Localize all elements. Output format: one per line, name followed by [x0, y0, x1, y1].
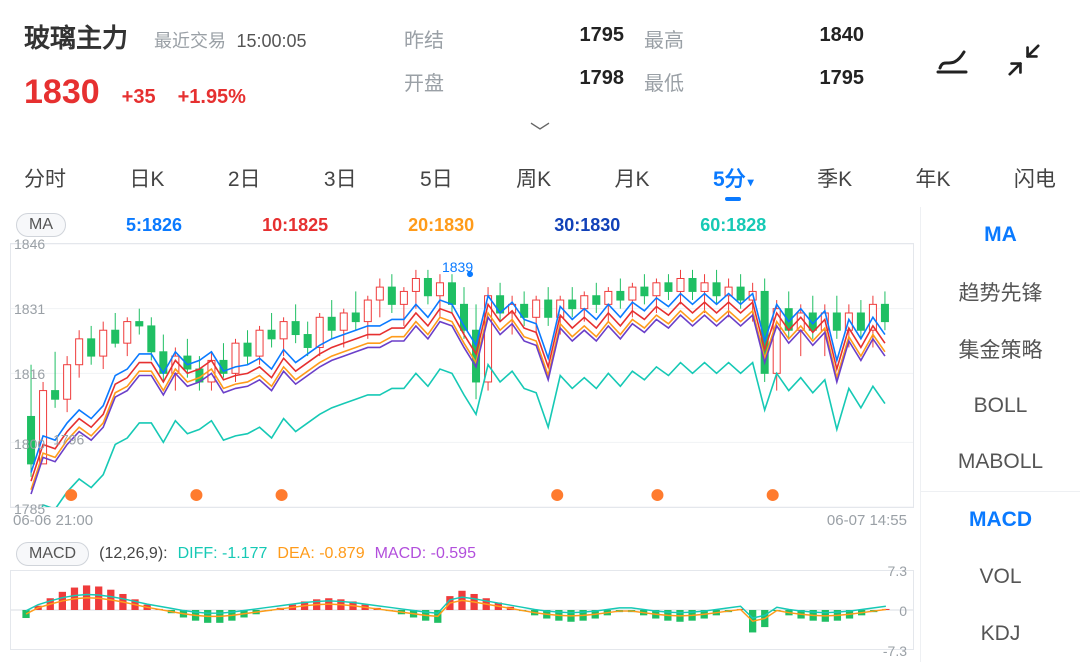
- ma-pill[interactable]: MA: [16, 213, 66, 237]
- low-label: 最低: [644, 67, 714, 96]
- tab-分时[interactable]: 分时: [24, 163, 66, 199]
- indicator-VOL[interactable]: VOL: [920, 549, 1080, 606]
- ma-legend-item: 10:1825: [262, 215, 328, 236]
- ma-legend-item: 30:1830: [554, 215, 620, 236]
- indicator-MABOLL[interactable]: MABOLL: [920, 434, 1080, 491]
- open-label: 开盘: [404, 67, 474, 96]
- macd-params: (12,26,9):: [99, 545, 167, 563]
- y-axis-label: 1831: [14, 301, 45, 317]
- macd-macd: MACD: -0.595: [375, 545, 476, 563]
- tab-季K[interactable]: 季K: [817, 163, 852, 199]
- collapse-icon[interactable]: [1006, 42, 1042, 78]
- macd-y-label: 0: [899, 603, 907, 619]
- macd-dea: DEA: -0.879: [277, 545, 364, 563]
- ma-legend-item: 5:1826: [126, 215, 182, 236]
- header: 玻璃主力 最近交易 15:00:05 1830 +35 +1.95% 昨结 17…: [0, 0, 1080, 120]
- tab-闪电[interactable]: 闪电: [1014, 163, 1056, 199]
- macd-diff: DIFF: -1.177: [178, 545, 268, 563]
- indicator-集金策略[interactable]: 集金策略: [920, 321, 1080, 378]
- prev-close-label: 昨结: [404, 24, 474, 53]
- tab-日K[interactable]: 日K: [129, 163, 164, 199]
- low-value: 1795: [734, 67, 864, 96]
- macd-y-label: -7.3: [883, 643, 907, 659]
- price-change-pct: +1.95%: [178, 86, 246, 109]
- chart-column: MA 5:1826 10:1825 20:1830 30:1830 60:1828 18…: [10, 207, 920, 662]
- last-trade-time: 15:00:05: [236, 31, 306, 51]
- macd-legend: MACD (12,26,9): DIFF: -1.177 DEA: -0.879…: [10, 534, 920, 570]
- high-label: 最高: [644, 24, 714, 53]
- last-trade-label: 最近交易: [154, 31, 226, 51]
- x-axis-end: 06-07 14:55: [827, 512, 907, 529]
- indicator-趋势先锋[interactable]: 趋势先锋: [920, 264, 1080, 321]
- macd-y-label: 7.3: [888, 563, 907, 579]
- macd-pill[interactable]: MACD: [16, 542, 89, 566]
- indicator-KDJ[interactable]: KDJ: [920, 605, 1080, 662]
- high-value: 1840: [734, 24, 864, 53]
- indicator-MA[interactable]: MA: [920, 207, 1080, 264]
- ma-legend: MA 5:1826 10:1825 20:1830 30:1830 60:1828: [10, 207, 920, 243]
- tab-2日[interactable]: 2日: [228, 163, 261, 199]
- tab-月K[interactable]: 月K: [615, 163, 650, 199]
- tab-年K[interactable]: 年K: [916, 163, 951, 199]
- indicator-BOLL[interactable]: BOLL: [920, 377, 1080, 434]
- y-axis-label: 1816: [14, 366, 45, 382]
- draw-icon[interactable]: [934, 42, 970, 78]
- x-axis-start: 06-06 21:00: [13, 512, 93, 529]
- instrument-title: 玻璃主力: [24, 18, 128, 55]
- ohlc-grid: 昨结 1795 最高 1840 开盘 1798 最低 1795: [404, 24, 864, 96]
- svg-text:1839: 1839: [442, 259, 473, 275]
- indicator-sidebar: MA趋势先锋集金策略BOLLMABOLLMACDVOLKDJ: [920, 207, 1080, 662]
- prev-close-value: 1795: [494, 24, 624, 53]
- y-axis-label: 1800: [14, 436, 45, 452]
- expand-caret-icon[interactable]: ﹀: [0, 116, 1080, 145]
- timeframe-tabs: 分时 日K 2日 3日 5日 周K 月K 5分▾ 季K 年K 闪电: [0, 145, 1080, 207]
- ma-legend-item: 20:1830: [408, 215, 474, 236]
- tab-5分[interactable]: 5分▾: [713, 163, 754, 199]
- last-trade: 最近交易 15:00:05: [154, 27, 307, 53]
- svg-text:1796: 1796: [53, 432, 84, 448]
- tab-周K[interactable]: 周K: [516, 163, 551, 199]
- last-price: 1830: [24, 73, 100, 112]
- macd-chart[interactable]: 7.30-7.3: [10, 570, 914, 650]
- tab-3日[interactable]: 3日: [324, 163, 357, 199]
- ma-legend-item: 60:1828: [700, 215, 766, 236]
- open-value: 1798: [494, 67, 624, 96]
- y-axis-label: 1846: [14, 236, 45, 252]
- candlestick-chart[interactable]: 18391796 18461831181618001785 06-06 21:0…: [10, 243, 914, 508]
- indicator-MACD[interactable]: MACD: [920, 492, 1080, 549]
- caret-icon: ▾: [748, 175, 754, 189]
- header-actions: [934, 18, 1056, 78]
- header-left: 玻璃主力 最近交易 15:00:05 1830 +35 +1.95%: [24, 18, 404, 112]
- main-area: MA 5:1826 10:1825 20:1830 30:1830 60:1828 18…: [0, 207, 1080, 662]
- tab-5日[interactable]: 5日: [420, 163, 453, 199]
- price-change: +35: [122, 86, 156, 109]
